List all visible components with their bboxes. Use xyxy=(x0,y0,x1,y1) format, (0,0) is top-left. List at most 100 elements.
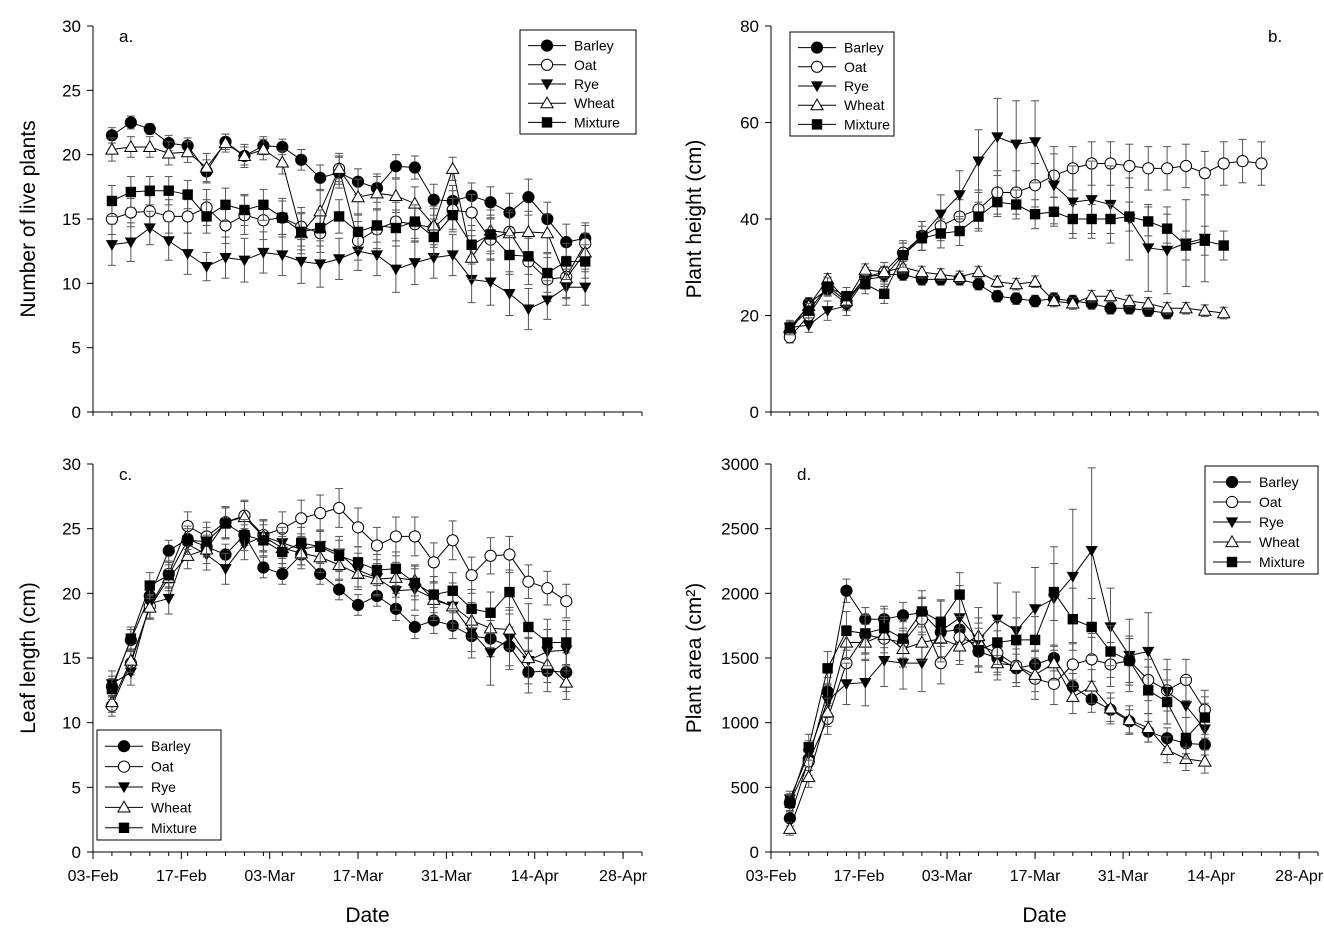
data-point xyxy=(389,530,402,543)
data-point xyxy=(370,539,384,552)
data-point xyxy=(1066,658,1079,671)
y-tick-label: 0 xyxy=(750,403,759,422)
data-point xyxy=(182,535,193,546)
data-point xyxy=(502,622,517,635)
data-point xyxy=(503,548,516,561)
data-point xyxy=(333,254,346,265)
legend: Barley Oat Rye Wheat Mixture xyxy=(519,29,637,135)
data-point xyxy=(124,116,137,129)
data-point xyxy=(1217,157,1230,170)
data-point xyxy=(1047,180,1061,192)
data-point xyxy=(992,637,1003,648)
data-point xyxy=(1065,296,1080,309)
panel-a-live-plants: 0 5 10 15 20 25 30 Number of live plants a. Barle… xyxy=(17,17,643,422)
data-point xyxy=(540,226,555,239)
data-point xyxy=(162,236,175,247)
data-point xyxy=(276,567,289,581)
legend-label: Wheat xyxy=(151,799,192,815)
data-point xyxy=(541,295,554,307)
legend-marker xyxy=(117,800,131,813)
data-point xyxy=(277,212,288,223)
data-point xyxy=(521,224,536,237)
data-point xyxy=(465,206,478,219)
data-point xyxy=(295,153,308,166)
legend: Barley Oat Rye Wheat Mixture xyxy=(96,729,222,841)
series-wheat xyxy=(104,501,574,713)
data-point xyxy=(991,132,1004,144)
data-point xyxy=(390,222,402,234)
data-point xyxy=(1180,732,1192,744)
data-point xyxy=(427,193,440,206)
legend-marker xyxy=(540,96,554,109)
data-point xyxy=(105,240,119,251)
data-point xyxy=(916,606,928,617)
data-point xyxy=(1084,289,1099,302)
data-point xyxy=(332,161,347,174)
data-point xyxy=(428,589,439,600)
data-point xyxy=(351,598,365,612)
data-point xyxy=(1105,646,1116,657)
data-point xyxy=(914,635,929,648)
x-tick-label: 03-Mar xyxy=(244,868,295,885)
data-point xyxy=(561,637,572,648)
data-point xyxy=(504,586,515,598)
y-tick-label: 500 xyxy=(731,778,759,797)
series-rye xyxy=(105,210,592,331)
x-tick-label: 14-Apr xyxy=(1187,868,1236,885)
data-point xyxy=(915,658,928,670)
data-point xyxy=(1142,243,1155,255)
data-point xyxy=(485,607,496,618)
data-point xyxy=(333,501,346,515)
legend-label: Barley xyxy=(151,738,191,754)
data-point xyxy=(314,507,327,520)
data-point xyxy=(351,190,365,203)
panel-label: d. xyxy=(797,465,811,484)
data-point xyxy=(295,512,308,525)
legend-marker xyxy=(118,822,130,833)
data-point xyxy=(802,320,815,332)
data-point xyxy=(1066,571,1079,583)
data-point xyxy=(840,679,853,690)
legend-marker xyxy=(1225,475,1239,489)
data-point xyxy=(125,186,137,198)
data-point xyxy=(181,249,194,260)
data-point xyxy=(351,246,365,258)
data-point xyxy=(239,529,250,541)
data-point xyxy=(161,146,176,159)
data-point xyxy=(352,226,364,238)
data-point xyxy=(351,521,365,534)
data-point xyxy=(521,650,536,664)
data-point xyxy=(314,171,327,184)
data-point xyxy=(124,237,137,249)
data-point xyxy=(860,628,871,639)
data-point xyxy=(523,251,534,262)
data-point xyxy=(408,161,421,174)
data-point xyxy=(522,304,535,316)
data-point xyxy=(143,223,156,235)
legend-marker xyxy=(811,119,823,130)
legend-marker xyxy=(540,39,554,52)
y-tick-label: 40 xyxy=(740,210,759,229)
data-point xyxy=(314,541,326,552)
legend-box xyxy=(96,729,222,841)
data-point xyxy=(427,253,440,264)
data-point xyxy=(840,584,853,597)
data-point xyxy=(542,637,553,648)
y-axis-title: Number of live plants xyxy=(17,120,40,317)
data-point xyxy=(296,537,307,549)
legend-marker xyxy=(541,117,553,128)
data-point xyxy=(181,210,194,223)
legend-marker xyxy=(1225,517,1239,529)
data-point xyxy=(1216,305,1231,319)
data-point xyxy=(878,655,891,667)
data-point xyxy=(1028,604,1042,615)
data-point xyxy=(1199,712,1211,723)
data-point xyxy=(1179,301,1193,314)
data-point xyxy=(104,142,119,155)
data-point xyxy=(465,569,478,582)
data-point xyxy=(388,188,403,201)
data-point xyxy=(992,196,1003,208)
data-point xyxy=(238,255,251,267)
data-point xyxy=(1198,167,1211,180)
legend-marker xyxy=(810,81,824,93)
